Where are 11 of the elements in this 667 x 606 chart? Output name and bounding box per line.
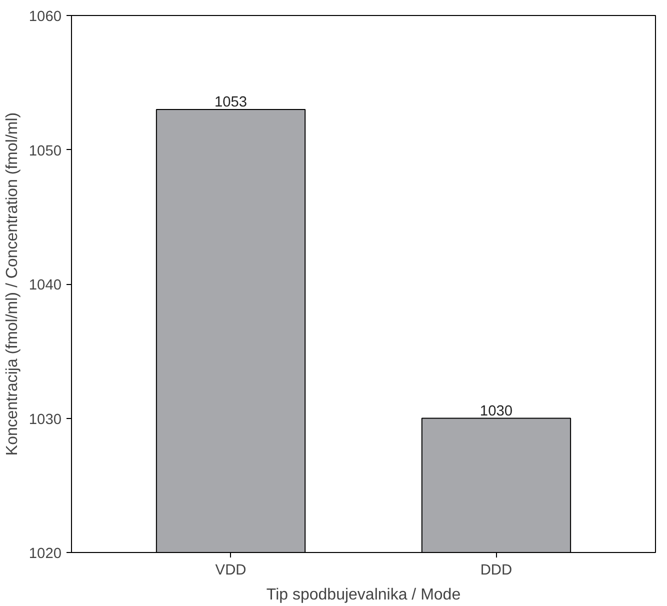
x-axis-title: Tip spodbujevalnika / Mode — [266, 586, 461, 604]
y-tick-label: 1030 — [28, 412, 62, 428]
data-label: 1030 — [480, 403, 513, 420]
y-tick-label: 1050 — [28, 143, 62, 160]
y-tick-label: 1040 — [28, 278, 62, 294]
y-axis-title: Koncentracija (fmol/ml) / Concentration (fmol/ml) — [4, 112, 21, 456]
x-tick-label: VDD — [215, 562, 246, 578]
data-label: 1053 — [214, 94, 248, 110]
x-tick-label: DDD — [480, 562, 512, 578]
y-tick-label: 1060 — [28, 9, 62, 25]
y-tick-label: 1020 — [28, 546, 62, 562]
